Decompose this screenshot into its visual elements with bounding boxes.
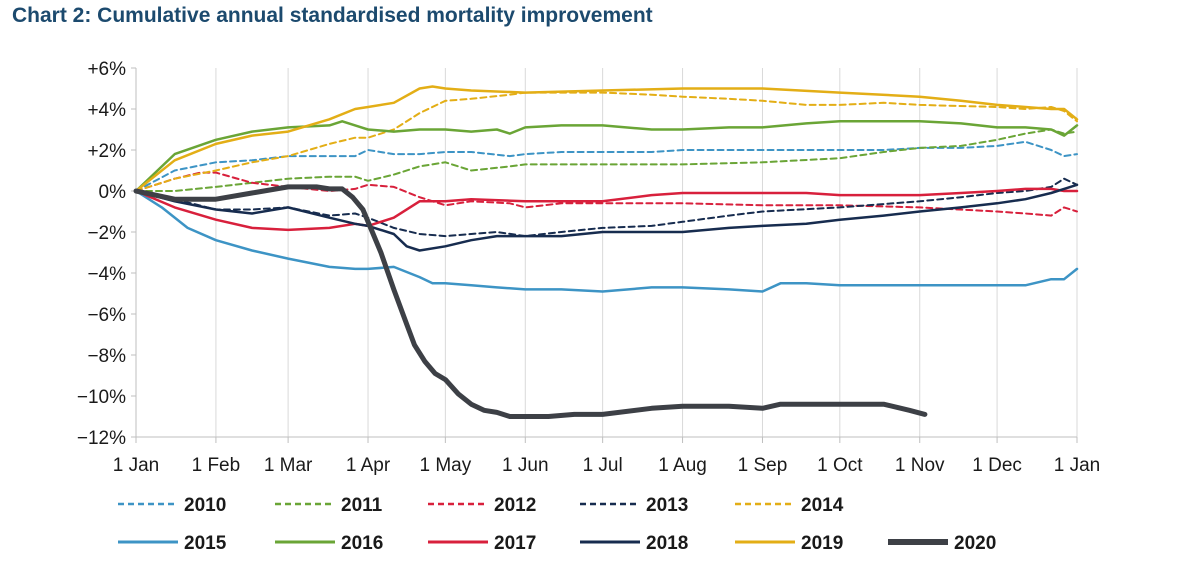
series-line-2015 xyxy=(134,189,1079,293)
legend-label-2019: 2019 xyxy=(801,533,843,554)
x-tick-label: 1 Jan xyxy=(1054,455,1100,476)
series-line-2017 xyxy=(134,187,1079,232)
x-tick-label: 1 Jan xyxy=(113,455,159,476)
legend-label-2015: 2015 xyxy=(184,533,227,554)
x-tick-label: 1 Aug xyxy=(658,455,707,476)
series-line-2012 xyxy=(135,171,1078,217)
legend-label-2011: 2011 xyxy=(341,495,383,516)
legend-label-2020: 2020 xyxy=(954,533,996,554)
legend-label-2013: 2013 xyxy=(646,495,688,516)
legend-label-2018: 2018 xyxy=(646,533,688,554)
y-tick-label: −2% xyxy=(87,223,126,244)
y-tick-label: −12% xyxy=(77,428,126,449)
series-line-2020 xyxy=(133,184,928,419)
legend: 2010 2011 2012 2013 2014 2015 2016 2017 2018 2019… xyxy=(118,495,996,554)
series-line-2019 xyxy=(134,85,1079,193)
x-tick-label: 1 Apr xyxy=(346,455,391,476)
x-tick-label: 1 Sep xyxy=(738,455,788,476)
x-tick-label: 1 Feb xyxy=(192,455,241,476)
y-tick-label: −6% xyxy=(87,305,126,326)
x-tick-labels: 1 Jan 1 Feb 1 Mar 1 Apr 1 May 1 Jun 1 Jul 1 Aug… xyxy=(113,455,1100,476)
legend-label-2010: 2010 xyxy=(184,495,226,516)
y-tick-label: −4% xyxy=(87,264,126,285)
legend-label-2016: 2016 xyxy=(341,533,383,554)
x-tick-label: 1 Nov xyxy=(895,455,945,476)
x-tick-label: 1 Jun xyxy=(502,455,548,476)
axes xyxy=(131,67,1078,443)
chart-title: Chart 2: Cumulative annual standardised … xyxy=(12,4,653,27)
series-line-2010 xyxy=(135,140,1078,192)
y-tick-labels: +6% +4% +2% 0% −2% −4% −6% −8% −10% −12% xyxy=(77,59,126,449)
legend-label-2017: 2017 xyxy=(494,533,536,554)
x-tick-label: 1 Dec xyxy=(972,455,1022,476)
legend-label-2012: 2012 xyxy=(494,495,536,516)
y-tick-label: +6% xyxy=(87,59,126,80)
y-tick-label: 0% xyxy=(99,182,127,203)
y-tick-label: +4% xyxy=(87,100,126,121)
gridlines xyxy=(215,68,1078,437)
series-line-2016 xyxy=(134,120,1079,193)
x-tick-label: 1 Oct xyxy=(817,455,863,476)
series-line-2014 xyxy=(135,91,1078,192)
y-tick-label: −10% xyxy=(77,387,126,408)
y-tick-label: −8% xyxy=(87,346,126,367)
legend-label-2014: 2014 xyxy=(801,495,844,516)
series-line-2011 xyxy=(135,128,1078,192)
series-lines xyxy=(133,85,1079,419)
x-tick-label: 1 May xyxy=(419,455,471,476)
series-line-2018 xyxy=(134,183,1079,252)
y-tick-label: +2% xyxy=(87,141,126,162)
x-tick-label: 1 Jul xyxy=(583,455,623,476)
x-tick-label: 1 Mar xyxy=(264,455,313,476)
